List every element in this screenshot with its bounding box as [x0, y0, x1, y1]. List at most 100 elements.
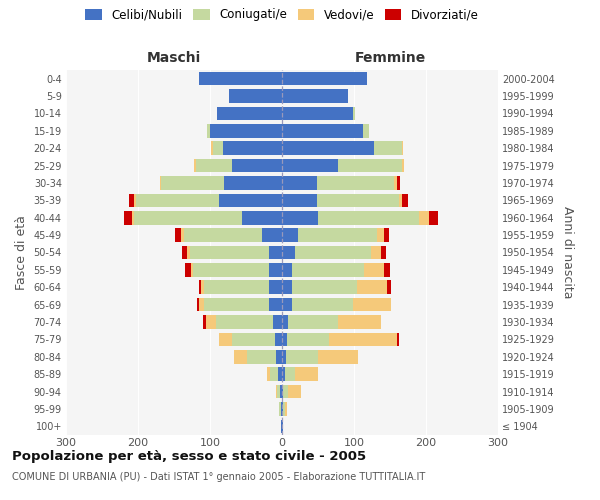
Bar [283, 402, 285, 415]
Bar [218, 332, 232, 346]
Bar [161, 176, 224, 190]
Bar [275, 385, 277, 398]
Bar [204, 298, 269, 312]
Bar [285, 402, 287, 415]
Bar [191, 263, 193, 276]
Bar [232, 159, 282, 172]
Bar [276, 350, 282, 364]
Bar [247, 350, 276, 364]
Bar [204, 280, 269, 294]
Bar [282, 211, 318, 224]
Bar [419, 211, 429, 224]
Bar [397, 176, 400, 190]
Bar [203, 315, 206, 329]
Bar [206, 315, 216, 329]
Bar [270, 368, 278, 381]
Bar [124, 211, 131, 224]
Bar [202, 280, 204, 294]
Bar [242, 211, 282, 224]
Text: Femmine: Femmine [355, 51, 425, 65]
Bar [371, 246, 380, 260]
Bar [282, 176, 317, 190]
Bar [216, 315, 274, 329]
Bar [287, 332, 329, 346]
Bar [275, 332, 282, 346]
Bar [377, 228, 383, 242]
Bar [262, 228, 282, 242]
Bar [364, 263, 384, 276]
Bar [207, 124, 210, 138]
Bar [269, 263, 282, 276]
Legend: Celibi/Nubili, Coniugati/e, Vedovi/e, Divorziati/e: Celibi/Nubili, Coniugati/e, Vedovi/e, Di… [85, 8, 479, 22]
Bar [400, 194, 402, 207]
Bar [232, 332, 275, 346]
Bar [278, 368, 282, 381]
Bar [362, 124, 369, 138]
Bar [286, 350, 318, 364]
Bar [283, 385, 288, 398]
Bar [317, 194, 400, 207]
Bar [298, 228, 377, 242]
Bar [292, 298, 353, 312]
Bar [383, 228, 389, 242]
Bar [429, 211, 437, 224]
Bar [223, 142, 282, 155]
Bar [281, 402, 282, 415]
Bar [353, 298, 391, 312]
Bar [282, 350, 286, 364]
Bar [282, 298, 292, 312]
Bar [401, 142, 403, 155]
Bar [185, 263, 191, 276]
Bar [181, 228, 184, 242]
Bar [190, 246, 269, 260]
Bar [197, 298, 199, 312]
Bar [199, 72, 282, 86]
Bar [281, 420, 282, 433]
Bar [282, 228, 298, 242]
Bar [288, 385, 301, 398]
Text: Maschi: Maschi [147, 51, 201, 65]
Bar [134, 211, 242, 224]
Bar [282, 124, 362, 138]
Bar [282, 263, 292, 276]
Bar [317, 176, 394, 190]
Bar [184, 228, 262, 242]
Bar [357, 280, 387, 294]
Text: Popolazione per età, sesso e stato civile - 2005: Popolazione per età, sesso e stato civil… [12, 450, 366, 463]
Bar [194, 159, 196, 172]
Bar [269, 246, 282, 260]
Bar [380, 246, 386, 260]
Bar [280, 385, 282, 398]
Bar [175, 228, 181, 242]
Bar [279, 402, 281, 415]
Bar [213, 142, 223, 155]
Bar [131, 211, 134, 224]
Bar [295, 246, 371, 260]
Bar [229, 90, 282, 103]
Bar [282, 420, 283, 433]
Bar [277, 385, 280, 398]
Bar [282, 280, 292, 294]
Bar [282, 246, 295, 260]
Bar [285, 368, 295, 381]
Bar [130, 194, 134, 207]
Bar [235, 350, 247, 364]
Bar [394, 176, 397, 190]
Bar [292, 263, 364, 276]
Bar [199, 298, 204, 312]
Bar [193, 263, 269, 276]
Y-axis label: Anni di nascita: Anni di nascita [562, 206, 574, 298]
Bar [136, 194, 218, 207]
Bar [295, 368, 318, 381]
Bar [224, 176, 282, 190]
Bar [218, 194, 282, 207]
Bar [199, 280, 202, 294]
Bar [374, 142, 401, 155]
Bar [282, 106, 353, 120]
Bar [282, 332, 287, 346]
Bar [384, 263, 390, 276]
Bar [387, 280, 391, 294]
Bar [401, 159, 404, 172]
Bar [353, 106, 355, 120]
Bar [282, 72, 367, 86]
